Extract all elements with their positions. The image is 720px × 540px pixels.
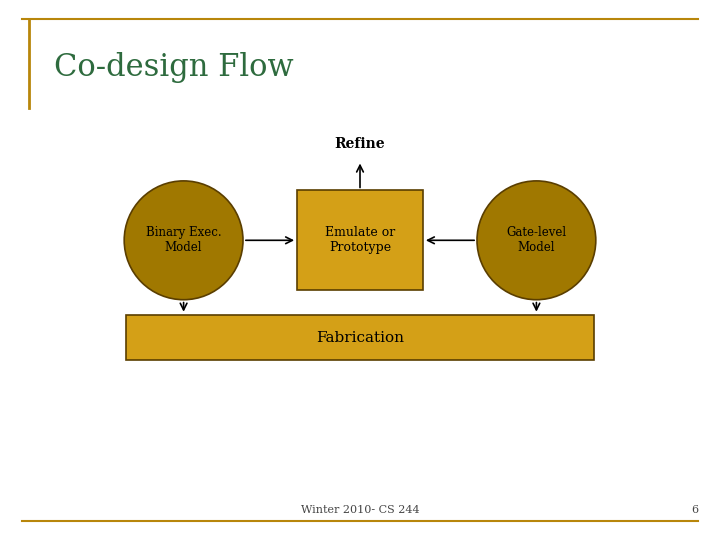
Text: Binary Exec.
Model: Binary Exec. Model	[145, 226, 222, 254]
Text: Winter 2010- CS 244: Winter 2010- CS 244	[301, 505, 419, 515]
Text: Co-design Flow: Co-design Flow	[54, 52, 294, 83]
Text: Emulate or
Prototype: Emulate or Prototype	[325, 226, 395, 254]
Text: Refine: Refine	[335, 138, 385, 151]
Ellipse shape	[124, 181, 243, 300]
FancyBboxPatch shape	[126, 314, 594, 361]
Ellipse shape	[477, 181, 596, 300]
Text: 6: 6	[691, 505, 698, 515]
Text: Gate-level
Model: Gate-level Model	[506, 226, 567, 254]
FancyBboxPatch shape	[297, 191, 423, 291]
Text: Fabrication: Fabrication	[316, 330, 404, 345]
